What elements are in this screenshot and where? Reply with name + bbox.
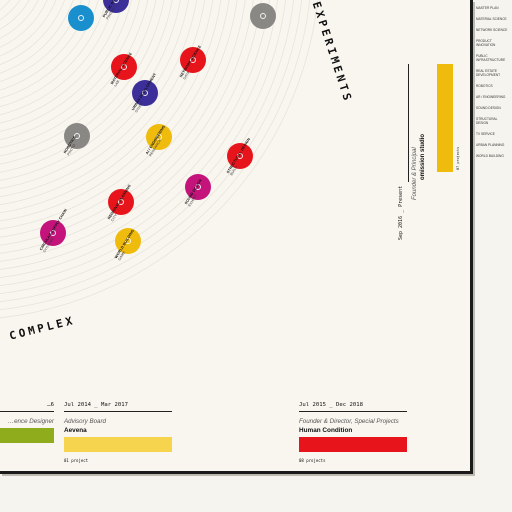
job-experience-designer: …6 …ence Designer <box>0 402 54 443</box>
project-node <box>146 124 172 150</box>
project-node <box>111 54 137 80</box>
category-index-item: URBAN PLANNING <box>476 143 505 147</box>
category-index-item: TV SERVICE <box>476 132 495 136</box>
project-node <box>227 143 253 169</box>
category-index-item: ROBOTICS <box>476 84 493 88</box>
job-role: Advisory Board <box>64 418 106 425</box>
current-dates: Sep 2016 _ Present <box>398 185 404 240</box>
category-index-item: WORLD BUILDING <box>476 154 504 158</box>
orbit-ring <box>0 0 311 311</box>
project-node <box>68 5 94 31</box>
job-dates: Jul 2014 _ Mar 2017 <box>64 402 172 412</box>
current-axis-line <box>408 64 409 182</box>
project-node <box>115 228 141 254</box>
poster-canvas: PUBLIC INFRASTRUCTUREPROJECTNETWORK SCIE… <box>0 0 473 474</box>
orbit-ring <box>0 0 116 116</box>
current-position: Sep 2016 _ Present Founder & Principal o… <box>392 60 462 240</box>
category-index-item: SOUND DESIGN <box>476 106 501 110</box>
category-index-item: MATERIAL SCIENCE <box>476 17 507 21</box>
job-role: Founder & Director, Special Projects <box>299 418 399 425</box>
job-bar <box>64 437 172 452</box>
job-dates: …6 <box>0 402 54 412</box>
project-node <box>185 174 211 200</box>
job-dates: Jul 2015 _ Dec 2018 <box>299 402 407 412</box>
category-index-item: PUBLIC INFRASTRUCTURE <box>476 54 506 62</box>
category-index-item: PRODUCT INNOVATION <box>476 39 496 47</box>
job-count: 01 project <box>64 458 89 463</box>
job-role: …ence Designer <box>7 418 54 425</box>
project-node <box>132 80 158 106</box>
current-count: 87 projects <box>456 146 460 170</box>
current-bar <box>437 64 453 172</box>
project-node <box>103 0 129 13</box>
category-index-item: NETWORK SCIENCE <box>476 28 508 32</box>
job-org: Human Condition <box>299 427 353 434</box>
category-index-item: MASTER PLAN <box>476 6 499 10</box>
orbit-ring <box>0 0 319 319</box>
job-count: 08 projects <box>299 458 326 463</box>
project-node <box>250 3 276 29</box>
orbit-ring <box>0 0 57 57</box>
orbit-ring <box>0 0 39 39</box>
orbit-ring <box>0 0 21 21</box>
job-aevena: Jul 2014 _ Mar 2017 Advisory Board Aeven… <box>64 402 172 463</box>
category-index-item: REAL ESTATE DEVELOPMENT <box>476 69 501 77</box>
category-index-item: AR / ENGINEERING <box>476 95 506 99</box>
orbit-ring <box>0 0 30 30</box>
orbit-ring <box>0 0 214 214</box>
job-org: Aevena <box>64 427 87 434</box>
orbit-ring <box>0 0 48 48</box>
orbit-ring <box>0 0 198 198</box>
category-index: MASTER PLAN MATERIAL SCIENCE NETWORK SCIEN… <box>476 6 510 165</box>
job-bar <box>299 437 407 452</box>
orbit-ring <box>0 0 206 206</box>
current-org: omission studio <box>420 133 426 180</box>
current-role: Founder & Principal <box>412 147 418 200</box>
job-bar <box>0 428 54 443</box>
job-human-condition: Jul 2015 _ Dec 2018 Founder & Director, … <box>299 402 407 463</box>
project-node <box>64 123 90 149</box>
project-node <box>40 220 66 246</box>
orbit-ring <box>0 0 262 262</box>
orbit-ring <box>0 0 254 254</box>
category-index-item: STRUCTURAL DESIGN <box>476 117 498 125</box>
project-node <box>108 189 134 215</box>
project-node <box>180 47 206 73</box>
